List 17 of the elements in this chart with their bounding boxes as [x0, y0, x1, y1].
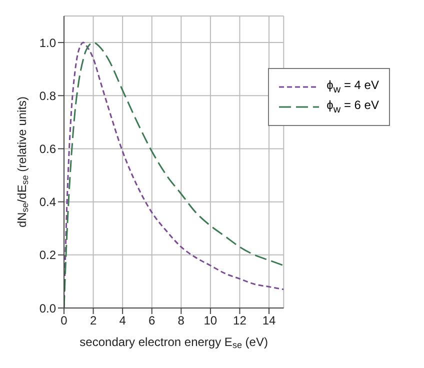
x-tick-label: 10	[204, 314, 218, 328]
x-tick-label: 2	[90, 314, 97, 328]
x-tick-label: 4	[119, 314, 126, 328]
x-tick-label: 8	[178, 314, 185, 328]
x-tick-label: 6	[148, 314, 156, 328]
x-tick-label: 0	[60, 314, 68, 328]
y-tick-label: 0.0	[39, 301, 56, 316]
legend-label: ϕ$_{w}$ = 6 eV	[326, 98, 379, 116]
y-tick-label: 0.6	[39, 142, 56, 156]
y-tick-label: 1.0	[39, 36, 56, 50]
y-tick-label: 0.8	[39, 88, 56, 103]
x-tick-label: 12	[233, 314, 247, 328]
x-axis-title: secondary electron energy E$_{se}$ (eV)	[80, 335, 268, 350]
legend-label: ϕ$_{w}$ = 4 eV	[326, 78, 379, 96]
y-tick-label: 0.4	[39, 195, 56, 210]
x-tick-label: 14	[262, 314, 276, 328]
y-tick-label: 0.2	[39, 248, 56, 262]
